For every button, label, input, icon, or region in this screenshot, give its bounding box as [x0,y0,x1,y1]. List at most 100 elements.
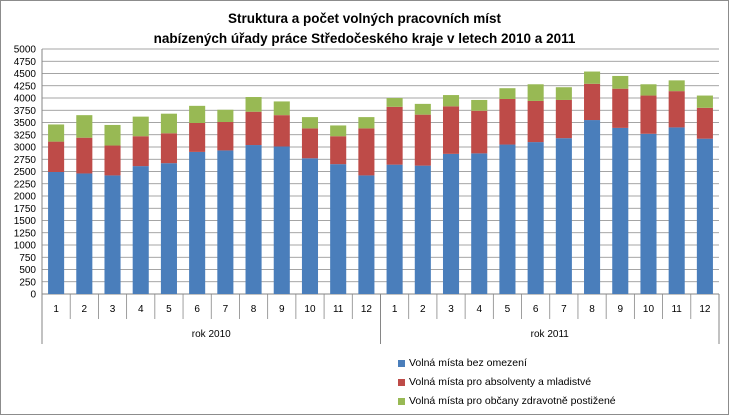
bar-segment [217,109,234,123]
x-tick-label: 11 [671,304,682,315]
bar-segment [668,80,685,92]
bar-segment [527,84,544,101]
bar-segment [471,153,488,294]
y-tick-label: 250 [19,277,36,288]
x-tick-label: 9 [279,304,285,315]
x-tick-label: 6 [533,304,539,315]
x-tick-label: 8 [251,304,257,315]
bar-segment [48,141,65,172]
bar-segment [640,133,657,294]
y-tick-label: 4250 [14,81,37,92]
legend-label-zdravotne-postizeni: Volná místa pro občany zdravotně postiže… [409,395,616,407]
bar-segment [386,106,403,165]
x-tick-label: 2 [82,304,88,315]
bar-segment [499,144,516,294]
y-tick-label: 0 [30,290,36,301]
y-tick-label: 1000 [14,241,37,252]
bar-segment [217,150,234,294]
bar-segment [104,175,121,294]
legend-item-bez-omezeni: Volná místa bez omezení [398,354,616,373]
legend-swatch-absolventi [398,379,405,386]
x-tick-label: 2 [420,304,426,315]
bar-segment [273,101,290,116]
legend-swatch-zdravotne-postizeni [398,398,405,405]
bar-segment [386,98,403,107]
x-tick-label: 10 [304,304,316,315]
bar-segment [499,88,516,99]
y-tick-label: 3250 [14,130,37,141]
y-tick-label: 5000 [14,45,37,56]
bar-segment [696,138,713,294]
bar-segment [330,125,347,137]
y-tick-label: 1750 [14,204,37,215]
x-tick-label: 12 [361,304,373,315]
bar-segment [358,128,375,176]
bar-segment [189,105,206,123]
bar-segment [273,115,290,147]
y-tick-label: 2500 [14,167,37,178]
bar-segment [132,116,149,137]
x-tick-label: 7 [561,304,567,315]
bar-segment [471,110,488,154]
bar-segment [48,171,65,294]
x-tick-label: 5 [505,304,511,315]
bar-segment [76,115,93,138]
bar-segment [132,166,149,294]
y-tick-label: 3500 [14,118,37,129]
bar-segment [499,98,516,145]
bar-segment [273,146,290,294]
bar-segment [555,99,572,139]
x-tick-label: 3 [448,304,454,315]
x-tick-label: 12 [699,304,711,315]
bar-segment [217,122,234,151]
bar-segment [668,91,685,128]
bar-segment [584,83,601,121]
legend-swatch-bez-omezeni [398,360,405,367]
x-tick-label: 9 [617,304,623,315]
bar-segment [442,95,460,107]
bar-segment [612,127,629,294]
x-tick-label: 4 [138,304,144,315]
y-tick-label: 4000 [14,94,37,105]
x-tick-label: 6 [194,304,200,315]
bar-segment [104,145,121,176]
y-tick-label: 3750 [14,106,37,117]
bar-segment [245,145,262,294]
legend-label-absolventi: Volná místa pro absolventy a mladistvé [409,376,592,388]
bar-segment [696,95,713,108]
bar-segment [471,99,488,111]
x-tick-label: 11 [333,304,344,315]
bar-segment [527,142,544,294]
y-tick-label: 750 [19,253,36,264]
bar-segment [612,88,629,128]
bar-segment [301,117,319,129]
y-tick-label: 2250 [14,179,37,190]
y-tick-label: 1500 [14,216,37,227]
x-tick-label: 5 [166,304,172,315]
bar-segment [640,95,657,134]
legend-item-zdravotne-postizeni: Volná místa pro občany zdravotně postiže… [398,392,616,411]
bar-segment [104,124,121,146]
bar-segment [612,75,629,89]
y-tick-label: 2000 [14,192,37,203]
bar-segment [668,127,685,295]
bar-segment [189,151,206,294]
bar-segment [584,120,601,294]
y-tick-label: 4500 [14,69,37,80]
bar-segment [301,158,319,294]
bar-segment [330,164,347,294]
x-tick-label: 1 [392,304,398,315]
bar-segment [160,113,177,134]
bar-segment [76,173,93,294]
bar-segment [245,97,262,112]
bar-segment [414,165,431,294]
x-tick-label: 8 [589,304,595,315]
x-tick-label: 1 [53,304,59,315]
bar-segment [442,106,460,154]
x-tick-label: 7 [223,304,229,315]
bar-segment [76,137,93,174]
legend-label-bez-omezeni: Volná místa bez omezení [409,357,527,369]
bar-segment [527,100,544,143]
